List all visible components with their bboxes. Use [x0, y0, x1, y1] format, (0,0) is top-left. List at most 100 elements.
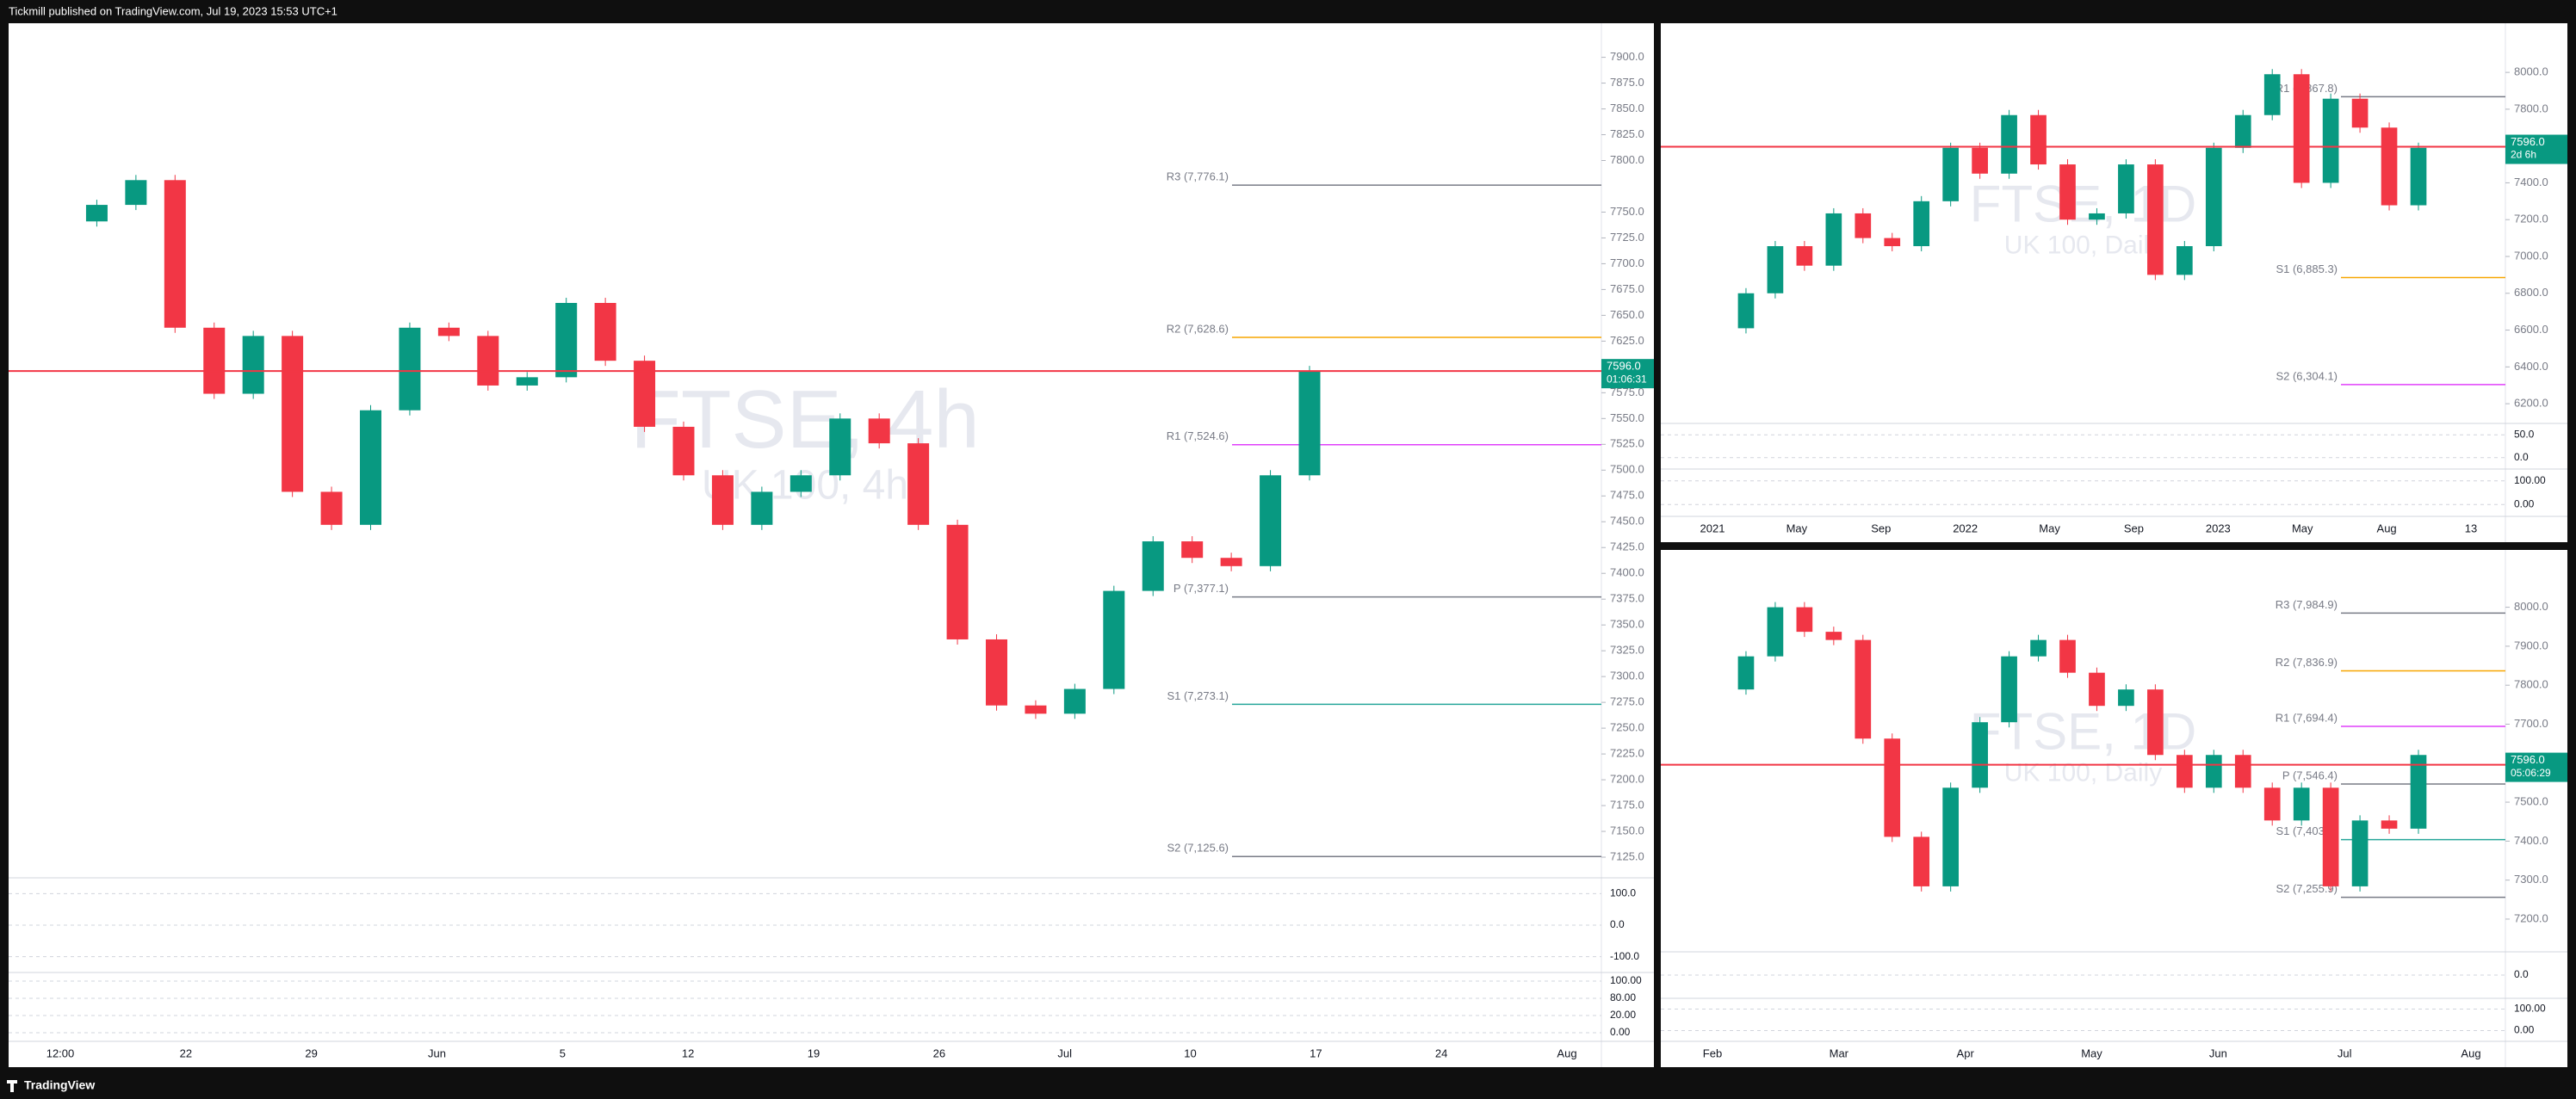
candle [437, 327, 460, 336]
x-tick-label: May [2292, 522, 2313, 534]
candle [2030, 639, 2047, 657]
candle [2176, 246, 2193, 275]
price-tag [2505, 752, 2567, 782]
candle [1142, 541, 1164, 591]
y-tick-label: 6600.0 [2514, 323, 2548, 336]
pivot-label: S2 (7,125.6) [1167, 842, 1229, 855]
x-tick-label: Aug [2461, 1047, 2480, 1059]
candle [2147, 164, 2164, 275]
y-tick-label: 7200.0 [2514, 911, 2548, 924]
candle [2001, 114, 2017, 174]
x-tick-label: 17 [1310, 1047, 1322, 1059]
y-tick-label: 6800.0 [2514, 286, 2548, 299]
candle [2293, 74, 2310, 183]
candle [477, 336, 499, 386]
pivot-label: P (7,377.1) [1173, 582, 1229, 595]
candle [1855, 213, 1872, 238]
osc-tick-label: -100.0 [1610, 950, 1639, 962]
osc-tick-label: 0.0 [2514, 968, 2529, 980]
candle [1942, 147, 1960, 201]
y-tick-label: 7825.0 [1610, 127, 1644, 140]
candle [2234, 755, 2251, 788]
candle [516, 377, 538, 386]
y-tick-label: 6400.0 [2514, 360, 2548, 373]
countdown: 05:06:29 [2511, 767, 2551, 779]
candle [1855, 639, 1872, 739]
y-tick-label: 7875.0 [1610, 76, 1644, 89]
candle [203, 327, 226, 394]
candle [2410, 147, 2427, 206]
countdown: 01:06:31 [1607, 373, 1647, 385]
price-tag-label: 7596.0 [1607, 360, 1641, 373]
y-tick-label: 7800.0 [1610, 153, 1644, 166]
candle [2322, 787, 2339, 886]
candle [2293, 787, 2310, 821]
candle [85, 205, 108, 222]
candle [2234, 114, 2251, 148]
y-tick-label: 7900.0 [1610, 50, 1644, 63]
candle [907, 443, 930, 525]
pivot-label: R1 (7,694.4) [2276, 711, 2338, 724]
y-tick-label: 7225.0 [1610, 747, 1644, 760]
candle [790, 475, 812, 492]
osc-tick-label: 20.00 [1610, 1009, 1636, 1021]
y-tick-label: 8000.0 [2514, 600, 2548, 613]
y-tick-label: 8000.0 [2514, 65, 2548, 78]
pivot-label: S1 (6,885.3) [2276, 262, 2338, 275]
y-tick-label: 7475.0 [1610, 489, 1644, 502]
price-tag-label: 7596.0 [2511, 753, 2545, 766]
candle [2030, 114, 2047, 165]
candle [2351, 820, 2369, 886]
pivot-label: S1 (7,273.1) [1167, 689, 1229, 702]
candle [711, 475, 734, 525]
candle [2089, 672, 2105, 707]
y-tick-label: 7250.0 [1610, 721, 1644, 734]
y-tick-label: 7325.0 [1610, 644, 1644, 657]
y-tick-label: 7375.0 [1610, 592, 1644, 605]
x-tick-label: Jun [2209, 1047, 2227, 1059]
pivot-label: P (7,546.4) [2282, 769, 2338, 781]
candle [751, 491, 773, 525]
y-tick-label: 7550.0 [1610, 411, 1644, 424]
x-tick-label: 24 [1435, 1047, 1447, 1059]
y-tick-label: 7525.0 [1610, 437, 1644, 450]
y-tick-label: 7850.0 [1610, 102, 1644, 114]
x-tick-label: 2021 [1700, 522, 1725, 534]
candle [2410, 755, 2427, 829]
candle [125, 180, 147, 206]
y-tick-label: 7450.0 [1610, 515, 1644, 528]
pivot-label: S2 (6,304.1) [2276, 369, 2338, 382]
candle [1972, 147, 1988, 174]
y-tick-label: 7700.0 [1610, 256, 1644, 269]
pivot-label: R2 (7,628.6) [1167, 322, 1229, 335]
candle [1913, 201, 1930, 247]
candle [2205, 755, 2222, 788]
candle [1796, 607, 1813, 633]
candle [2322, 98, 2339, 183]
y-tick-label: 7725.0 [1610, 231, 1644, 244]
candle [360, 410, 381, 525]
y-tick-label: 7125.0 [1610, 849, 1644, 862]
x-tick-label: Jul [2338, 1047, 2352, 1059]
candle [1260, 475, 1282, 566]
candle [868, 418, 890, 444]
candle [1298, 371, 1321, 476]
candle [555, 303, 578, 378]
candle [594, 303, 616, 361]
candle [1181, 541, 1204, 559]
x-tick-label: May [2081, 1047, 2102, 1059]
candle [1737, 656, 1755, 690]
candle [2118, 164, 2134, 213]
x-tick-label: Sep [1871, 522, 1891, 534]
y-tick-label: 7750.0 [1610, 205, 1644, 218]
countdown: 2d 6h [2511, 149, 2536, 161]
y-tick-label: 7700.0 [2514, 717, 2548, 730]
x-tick-label: 12 [682, 1047, 694, 1059]
candle [2205, 147, 2222, 247]
osc-tick-label: 0.0 [1610, 918, 1625, 930]
candle [320, 491, 343, 525]
y-tick-label: 7300.0 [1610, 670, 1644, 682]
candle [1767, 246, 1784, 293]
x-tick-label: 19 [808, 1047, 820, 1059]
x-tick-label: Jun [428, 1047, 446, 1059]
